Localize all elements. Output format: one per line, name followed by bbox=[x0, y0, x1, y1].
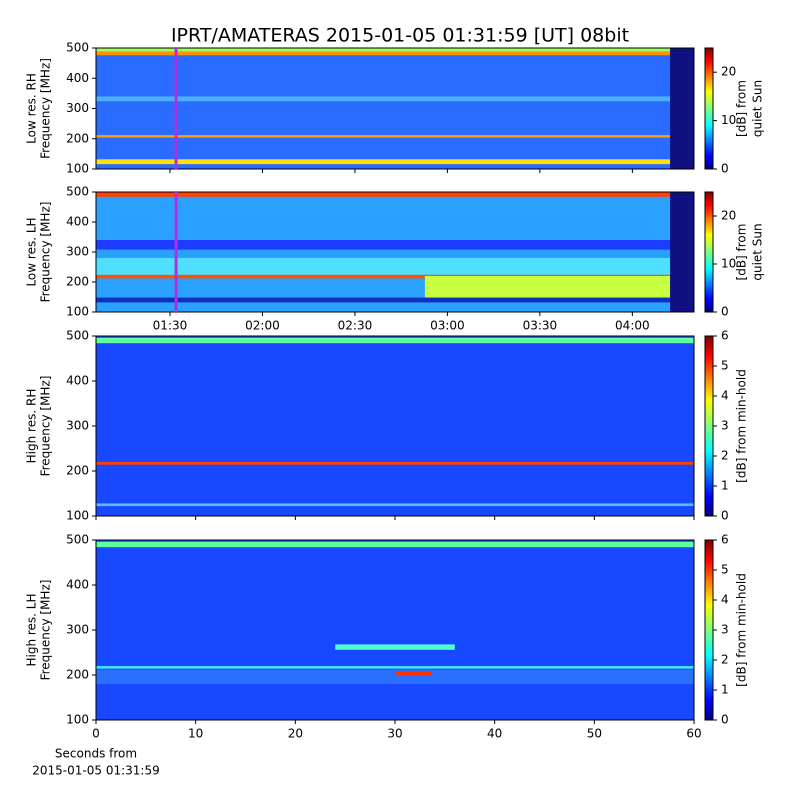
colorbar-tick-label: 20 bbox=[721, 209, 736, 223]
x-tick-label: 02:00 bbox=[245, 319, 280, 333]
colorbar-tick-label: 2 bbox=[721, 449, 729, 463]
y-axis-label: Frequency [MHz] bbox=[39, 58, 53, 159]
y-tick-label: 100 bbox=[66, 162, 89, 176]
colorbar-label: [dB] from min-hold bbox=[735, 573, 749, 687]
colorbar-tick-label: 1 bbox=[721, 683, 729, 697]
colorbar-tick-label: 0 bbox=[721, 713, 729, 727]
y-tick-label: 100 bbox=[66, 713, 89, 727]
x-tick-label: 01:30 bbox=[153, 319, 188, 333]
y-tick-label: 200 bbox=[66, 668, 89, 682]
colorbar-label: quiet Sun bbox=[751, 223, 765, 280]
y-axis-label: High res. RH bbox=[25, 389, 39, 464]
spectrogram-image bbox=[96, 336, 694, 516]
spectrogram-image bbox=[96, 540, 694, 720]
colorbar-tick-label: 6 bbox=[721, 329, 729, 343]
y-axis-label: Low res. LH bbox=[25, 217, 39, 286]
y-axis-label: Frequency [MHz] bbox=[39, 376, 53, 477]
colorbar-tick-label: 1 bbox=[721, 479, 729, 493]
spectrogram-image bbox=[96, 48, 694, 169]
y-tick-label: 300 bbox=[66, 623, 89, 637]
y-tick-label: 200 bbox=[66, 464, 89, 478]
x-tick-label: 50 bbox=[587, 727, 602, 741]
colorbar-tick-label: 0 bbox=[721, 509, 729, 523]
colorbar-tick-label: 3 bbox=[721, 419, 729, 433]
y-tick-label: 400 bbox=[66, 215, 89, 229]
colorbar-label: quiet Sun bbox=[751, 80, 765, 137]
colorbar bbox=[704, 191, 714, 313]
colorbar-tick-label: 0 bbox=[721, 162, 729, 176]
x-tick-label: 60 bbox=[686, 727, 701, 741]
y-tick-label: 500 bbox=[66, 329, 89, 343]
colorbar-tick-label: 0 bbox=[721, 305, 729, 319]
y-tick-label: 500 bbox=[66, 41, 89, 55]
x-tick-label: 0 bbox=[92, 727, 100, 741]
y-tick-label: 300 bbox=[66, 101, 89, 115]
x-axis-label: 2015-01-05 01:31:59 bbox=[32, 764, 159, 778]
x-tick-label: 10 bbox=[188, 727, 203, 741]
colorbar-tick-label: 4 bbox=[721, 389, 729, 403]
y-axis-label: Frequency [MHz] bbox=[39, 202, 53, 303]
y-tick-label: 500 bbox=[66, 185, 89, 199]
colorbar-label: [dB] from bbox=[735, 80, 749, 137]
x-tick-label: 02:30 bbox=[338, 319, 373, 333]
y-axis-label: Low res. RH bbox=[25, 73, 39, 144]
colorbar-tick-label: 10 bbox=[721, 113, 736, 127]
x-tick-label: 04:00 bbox=[615, 319, 650, 333]
colorbar-label: [dB] from bbox=[735, 224, 749, 281]
y-axis-label: High res. LH bbox=[25, 593, 39, 666]
y-tick-label: 200 bbox=[66, 275, 89, 289]
colorbar bbox=[704, 335, 714, 517]
figure-title: IPRT/AMATERAS 2015-01-05 01:31:59 [UT] 0… bbox=[171, 25, 629, 47]
y-axis-label: Frequency [MHz] bbox=[39, 580, 53, 681]
y-tick-label: 300 bbox=[66, 245, 89, 259]
colorbar-tick-label: 4 bbox=[721, 593, 729, 607]
x-tick-label: 40 bbox=[487, 727, 502, 741]
y-tick-label: 200 bbox=[66, 131, 89, 145]
y-tick-label: 500 bbox=[66, 533, 89, 547]
colorbar-tick-label: 5 bbox=[721, 563, 729, 577]
x-tick-label: 30 bbox=[387, 727, 402, 741]
colorbar-tick-label: 3 bbox=[721, 623, 729, 637]
y-tick-label: 100 bbox=[66, 509, 89, 523]
x-tick-label: 20 bbox=[288, 727, 303, 741]
colorbar-tick-label: 2 bbox=[721, 653, 729, 667]
spectrogram-image bbox=[96, 192, 694, 312]
colorbar-tick-label: 6 bbox=[721, 533, 729, 547]
colorbar-label: [dB] from min-hold bbox=[735, 369, 749, 483]
colorbar bbox=[704, 47, 714, 170]
y-tick-label: 300 bbox=[66, 419, 89, 433]
y-tick-label: 100 bbox=[66, 305, 89, 319]
x-tick-label: 03:00 bbox=[430, 319, 465, 333]
y-tick-label: 400 bbox=[66, 578, 89, 592]
y-tick-label: 400 bbox=[66, 374, 89, 388]
y-tick-label: 400 bbox=[66, 71, 89, 85]
colorbar-tick-label: 5 bbox=[721, 359, 729, 373]
colorbar bbox=[704, 539, 714, 721]
colorbar-tick-label: 10 bbox=[721, 257, 736, 271]
x-axis-label: Seconds from bbox=[55, 747, 137, 761]
colorbar-tick-label: 20 bbox=[721, 65, 736, 79]
x-tick-label: 03:30 bbox=[523, 319, 558, 333]
